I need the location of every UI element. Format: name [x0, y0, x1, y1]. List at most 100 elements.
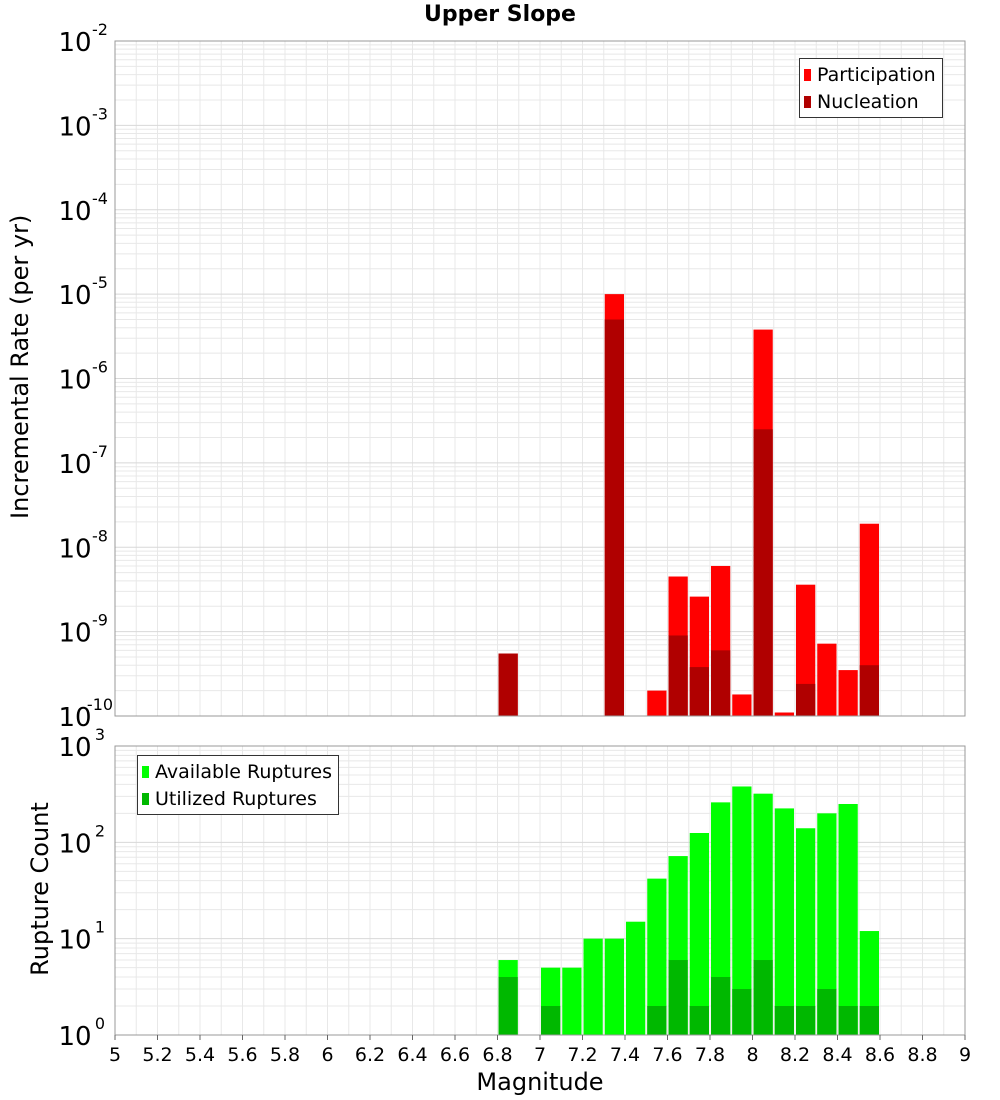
- x-tick-label: 8.4: [822, 1044, 852, 1066]
- rate-y-tick-label: 10: [58, 450, 91, 480]
- available-bar: [689, 832, 709, 1035]
- participation-bar: [817, 643, 837, 716]
- rate-y-tick-label: 10: [58, 619, 91, 649]
- nucleation-bar: [604, 319, 624, 716]
- available-bar: [838, 803, 858, 1035]
- utilized-bar: [711, 977, 731, 1035]
- utilized-bar: [817, 989, 837, 1035]
- rate-y-tick-exponent: -5: [92, 273, 108, 292]
- available-bar: [796, 828, 816, 1035]
- rate-y-tick-exponent: -4: [92, 189, 108, 208]
- utilized-bar: [753, 960, 773, 1035]
- x-axis: 5 5.2 5.4 5.6 5.8 6 6.2 6.4 6.6 6.8 7 7.2 7.4 7.6 7.8 8…: [109, 1035, 971, 1066]
- count-y-tick-label: 10: [58, 926, 91, 956]
- available-bar: [817, 813, 837, 1035]
- available-bar: [626, 921, 646, 1035]
- x-tick-label: 6.6: [440, 1044, 470, 1066]
- count-y-tick-exponent: 0: [95, 1014, 105, 1033]
- legend-label-available: Available Ruptures: [155, 760, 332, 783]
- available-bar: [774, 808, 794, 1035]
- utilized-bar: [689, 1006, 709, 1035]
- available-bar: [604, 938, 624, 1035]
- participation-bar: [796, 584, 816, 716]
- available-bar: [562, 967, 582, 1035]
- rate-y-tick-label: 10: [58, 534, 91, 564]
- x-tick-label: 8.2: [780, 1044, 810, 1066]
- chart-title: Upper Slope: [424, 2, 576, 27]
- x-tick-label: 7.6: [652, 1044, 682, 1066]
- x-tick-label: 6: [321, 1044, 333, 1066]
- nucleation-bar: [711, 650, 731, 716]
- x-tick-label: 5: [109, 1044, 121, 1066]
- available-bar: [583, 938, 603, 1035]
- legend-swatch-participation: [804, 68, 811, 81]
- utilized-bar: [859, 1006, 879, 1035]
- x-tick-label: 5.6: [227, 1044, 257, 1066]
- count-y-tick-exponent: 1: [95, 918, 105, 937]
- rate-y-tick-label: 10: [58, 112, 91, 142]
- utilized-bar: [796, 1006, 816, 1035]
- x-tick-label: 7.8: [695, 1044, 725, 1066]
- participation-bar: [774, 712, 794, 716]
- nucleation-bar: [753, 429, 773, 716]
- available-bar: [732, 786, 752, 1035]
- x-tick-label: 8.8: [907, 1044, 937, 1066]
- utilized-bar: [498, 977, 518, 1035]
- participation-bar: [647, 690, 667, 716]
- count-y-tick-exponent: 2: [95, 821, 105, 840]
- legend-label-nucleation: Nucleation: [817, 90, 919, 113]
- rate-y-tick-label: 10: [58, 366, 91, 396]
- rate-y-tick-exponent: -9: [92, 611, 108, 630]
- legend-swatch-nucleation: [804, 95, 811, 108]
- count-y-axis-label: Rupture Count: [26, 802, 54, 976]
- legend-swatch-utilized: [142, 792, 149, 805]
- rate-legend: Participation Nucleation: [799, 58, 943, 118]
- nucleation-bar: [498, 653, 518, 716]
- x-tick-label: 7.2: [567, 1044, 597, 1066]
- rate-frame: [114, 40, 966, 717]
- nucleation-bar: [668, 635, 688, 716]
- rate-y-tick-exponent: -10: [87, 695, 113, 714]
- utilized-bar: [647, 1006, 667, 1035]
- count-legend: Available Ruptures Utilized Ruptures: [137, 755, 339, 815]
- rate-y-tick-exponent: -2: [92, 20, 108, 39]
- nucleation-bar: [689, 667, 709, 716]
- available-bar: [647, 878, 667, 1035]
- legend-item-available: Available Ruptures: [142, 758, 332, 785]
- legend-item-utilized: Utilized Ruptures: [142, 785, 332, 812]
- x-tick-label: 6.4: [397, 1044, 427, 1066]
- nucleation-bar: [859, 665, 879, 716]
- legend-swatch-available: [142, 765, 149, 778]
- x-tick-label: 5.8: [270, 1044, 300, 1066]
- utilized-bar: [732, 989, 752, 1035]
- participation-bar: [838, 670, 858, 716]
- x-tick-label: 6.2: [355, 1044, 385, 1066]
- legend-item-nucleation: Nucleation: [804, 88, 936, 115]
- rate-y-tick-label: 10: [58, 28, 91, 58]
- x-tick-label: 7.4: [610, 1044, 640, 1066]
- count-y-tick-label: 10: [58, 733, 91, 763]
- rate-y-tick-exponent: -8: [92, 526, 108, 545]
- participation-bar: [732, 694, 752, 716]
- x-tick-label: 9: [959, 1044, 971, 1066]
- legend-item-participation: Participation: [804, 61, 936, 88]
- x-tick-label: 8.6: [865, 1044, 895, 1066]
- rate-y-tick-label: 10: [58, 281, 91, 311]
- rate-y-axis-label: Incremental Rate (per yr): [6, 214, 34, 519]
- count-y-tick-label: 10: [58, 829, 91, 859]
- legend-label-utilized: Utilized Ruptures: [155, 787, 317, 810]
- x-axis-label: Magnitude: [476, 1068, 604, 1096]
- rate-y-tick-exponent: -3: [92, 104, 108, 123]
- rate-y-tick-exponent: -6: [92, 358, 108, 377]
- rate-y-tick-label: 10: [58, 197, 91, 227]
- utilized-bar: [668, 960, 688, 1035]
- count-y-tick-label: 10: [58, 1022, 91, 1052]
- rate-y-tick-label: 10: [58, 703, 91, 733]
- available-bar: [711, 802, 731, 1035]
- x-tick-label: 5.4: [185, 1044, 215, 1066]
- x-tick-label: 8: [746, 1044, 758, 1066]
- nucleation-bar: [796, 683, 816, 716]
